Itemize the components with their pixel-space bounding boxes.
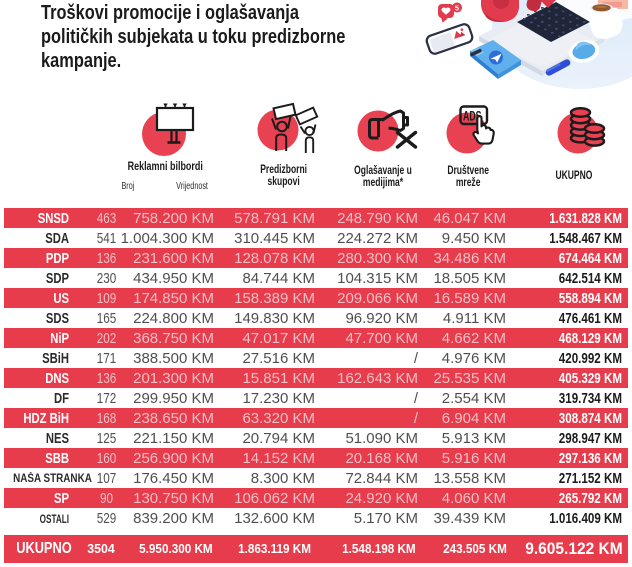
svg-text:5: 5 bbox=[455, 3, 459, 12]
